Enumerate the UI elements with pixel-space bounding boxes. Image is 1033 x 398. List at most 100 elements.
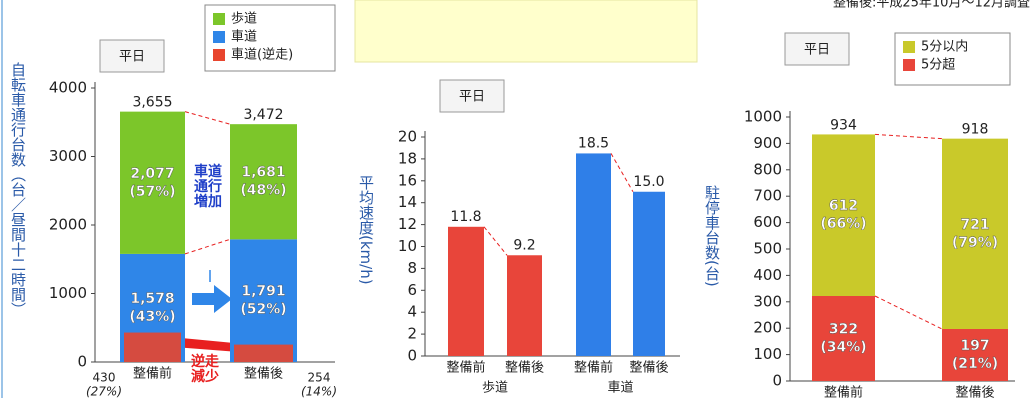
legend-label: 車道(逆走) (231, 47, 293, 63)
label-box (439, 79, 505, 113)
y-tick-label: 500 (753, 240, 782, 258)
value-label: 11.8 (450, 209, 481, 225)
label: 平日 (459, 90, 485, 105)
x-tick-label: 整備前 (824, 385, 863, 398)
value-label: 15.0 (633, 174, 664, 190)
note-box (354, 0, 698, 63)
percent-label: (43%) (129, 309, 175, 325)
y-tick-label: 600 (753, 213, 782, 231)
total-label: 3,472 (243, 107, 283, 123)
y-axis-label: 自転車通行台数（台／昼間十二時間） (9, 62, 27, 317)
total-label: 934 (830, 117, 857, 133)
y-tick-label: 6 (407, 281, 417, 299)
x-tick-label: 整備後 (629, 360, 668, 376)
connector (610, 153, 634, 192)
group-label: 歩道 (482, 381, 508, 396)
y-tick-label: 0 (772, 372, 782, 390)
value-label: 1,578 (130, 291, 174, 307)
value-label: 322 (829, 321, 858, 337)
caption: 整備後:平成25年10月～12月調査 (833, 0, 1030, 11)
arrow (192, 285, 232, 313)
y-tick-label: 800 (753, 160, 782, 178)
y-tick-label: 1000 (49, 284, 87, 302)
percent-label: (66%) (820, 216, 866, 232)
x-tick-label: 整備前 (446, 360, 485, 376)
legend-swatch (213, 49, 225, 61)
connector (874, 133, 943, 140)
y-tick-label: 10 (398, 237, 417, 255)
y-tick-label: 1000 (744, 108, 782, 126)
y-tick-label: 0 (77, 353, 87, 371)
y-tick-label: 8 (407, 259, 417, 277)
label-box (784, 32, 850, 66)
value-label: 1,681 (241, 165, 285, 181)
value-label: 612 (829, 198, 858, 214)
y-tick-label: 4000 (49, 79, 87, 97)
y-tick-label: 14 (398, 193, 417, 211)
legend-label: 5分以内 (921, 39, 968, 55)
x-tick-label: 整備前 (133, 366, 172, 382)
y-axis-label: 駐停車台数(台) (703, 185, 721, 287)
connector (184, 238, 231, 255)
x-tick-label: 整備前 (574, 360, 613, 376)
percent-label: (14%) (301, 385, 337, 398)
annotation: 車道通行増加 (194, 164, 222, 210)
bar-segment (230, 124, 297, 240)
total-label: 918 (962, 122, 989, 138)
value-label: 9.2 (513, 237, 535, 253)
y-tick-label: 2 (407, 325, 417, 343)
y-tick-label: 2000 (49, 216, 87, 234)
y-tick-label: 200 (753, 319, 782, 337)
connector (483, 226, 508, 256)
x-tick-label: 整備後 (505, 360, 544, 376)
y-tick-label: 700 (753, 187, 782, 205)
bar-segment (942, 328, 1008, 381)
y-tick-label: 100 (753, 345, 782, 363)
percent-label: (21%) (952, 356, 998, 372)
legend-swatch (213, 31, 225, 43)
legend-swatch (903, 59, 915, 71)
y-tick-label: 0 (407, 347, 417, 365)
label: 平日 (804, 43, 830, 58)
y-tick-label: 900 (753, 134, 782, 152)
value-label: 721 (960, 217, 989, 233)
label: 平日 (119, 50, 145, 65)
x-tick-label: 整備後 (955, 385, 994, 398)
value-label: 254 (308, 371, 331, 385)
y-axis-label: 平均速度(km/h) (357, 175, 375, 285)
x-tick-label: 整備後 (244, 366, 283, 382)
percent-label: (48%) (240, 183, 286, 199)
y-tick-label: 12 (398, 215, 417, 233)
bar-segment (812, 295, 875, 381)
percent-label: (57%) (129, 184, 175, 200)
bar (633, 191, 665, 356)
value-label: 430 (93, 371, 116, 385)
y-tick-label: 300 (753, 292, 782, 310)
legend-box (204, 4, 336, 72)
percent-label: (34%) (820, 339, 866, 355)
legend-swatch (903, 41, 915, 53)
y-tick-label: 18 (398, 149, 417, 167)
connector (184, 111, 231, 125)
annotation: 逆走減少 (191, 354, 219, 385)
legend-label: 車道 (231, 30, 257, 45)
legend-label: 歩道 (231, 12, 257, 27)
bar-segment (812, 134, 875, 296)
y-tick-label: 16 (398, 171, 417, 189)
y-tick-label: 3000 (49, 147, 87, 165)
legend-swatch (213, 13, 225, 25)
percent-label: (52%) (240, 302, 286, 318)
y-tick-label: 400 (753, 266, 782, 284)
bar (507, 255, 542, 356)
bar (576, 153, 611, 356)
bar (448, 226, 484, 356)
label-box (99, 39, 165, 73)
total-label: 3,655 (132, 95, 172, 111)
group-label: 車道 (607, 381, 633, 396)
legend-label: 5分超 (921, 58, 955, 73)
value-label: 197 (960, 338, 989, 354)
bar-segment (230, 239, 297, 362)
value-label: 1,791 (241, 284, 285, 300)
